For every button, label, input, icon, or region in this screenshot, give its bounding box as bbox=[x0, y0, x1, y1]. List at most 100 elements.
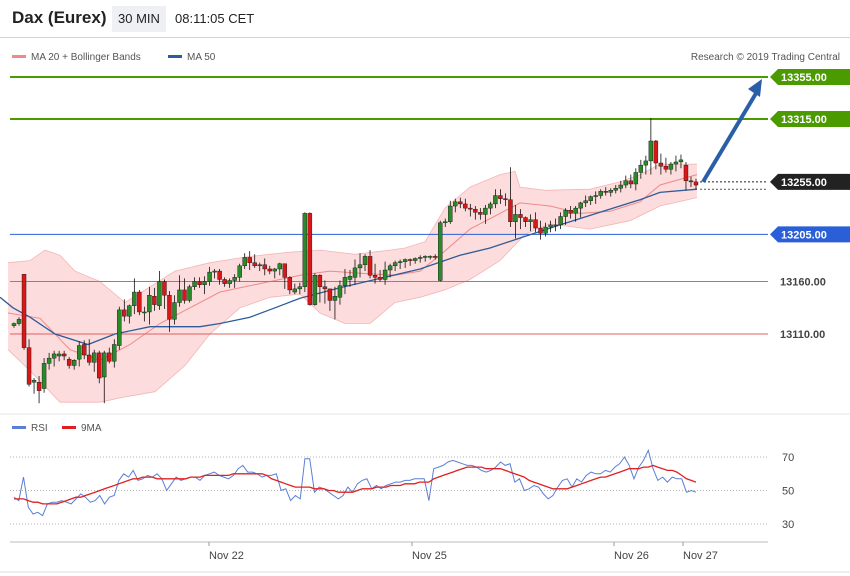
candle bbox=[598, 189, 603, 199]
candle bbox=[357, 253, 363, 278]
rsi-tick-label: 50 bbox=[782, 486, 794, 498]
candle-body bbox=[307, 213, 313, 305]
candle-body bbox=[71, 360, 77, 366]
candle-body bbox=[277, 263, 282, 270]
candle bbox=[508, 167, 513, 228]
level-label-13315.00: 13315.00 bbox=[781, 114, 827, 126]
projection-arrowhead bbox=[748, 79, 762, 97]
candle bbox=[443, 218, 448, 228]
candle-body bbox=[548, 224, 553, 228]
candle-body bbox=[112, 344, 117, 362]
candle-body bbox=[322, 286, 328, 290]
candle bbox=[588, 195, 593, 205]
candle-body bbox=[167, 294, 172, 320]
candle-body bbox=[36, 382, 42, 391]
candle-body bbox=[673, 161, 679, 165]
candle bbox=[152, 287, 157, 311]
candle bbox=[633, 168, 639, 191]
candle-body bbox=[147, 294, 152, 313]
candle-body bbox=[392, 262, 398, 267]
candle-body bbox=[97, 352, 102, 379]
candle-body bbox=[92, 352, 97, 363]
candle bbox=[132, 278, 137, 315]
candle bbox=[76, 341, 82, 367]
candle bbox=[122, 299, 127, 322]
candle bbox=[463, 198, 468, 212]
candle bbox=[688, 176, 694, 188]
candle-body bbox=[678, 159, 684, 163]
candle-body bbox=[503, 198, 508, 200]
candle bbox=[287, 276, 293, 295]
candle bbox=[71, 359, 77, 370]
candle bbox=[46, 352, 52, 370]
candle bbox=[448, 200, 453, 224]
candle bbox=[558, 212, 563, 230]
candle bbox=[523, 216, 528, 228]
candle-body bbox=[102, 352, 107, 378]
candle bbox=[553, 218, 558, 232]
candle bbox=[538, 220, 543, 240]
candle-body bbox=[458, 201, 463, 205]
candle-body bbox=[553, 224, 558, 227]
candle-body bbox=[267, 268, 272, 272]
legend-ma50: MA 50 bbox=[168, 52, 215, 63]
candle bbox=[11, 322, 17, 328]
candle-body bbox=[227, 280, 232, 284]
bollinger-band bbox=[8, 164, 697, 403]
candle-body bbox=[688, 180, 694, 183]
candle bbox=[142, 306, 147, 322]
rsi-ma9-line bbox=[14, 464, 697, 505]
candle-body bbox=[608, 190, 613, 193]
candle-body bbox=[407, 259, 413, 261]
candle bbox=[488, 201, 493, 215]
candle bbox=[332, 286, 338, 320]
candle bbox=[182, 278, 187, 304]
candle-body bbox=[61, 353, 67, 357]
candle-body bbox=[207, 271, 212, 282]
candle-body bbox=[182, 289, 187, 301]
legend-rsi: RSI bbox=[12, 423, 48, 434]
candle bbox=[603, 187, 608, 196]
candle-body bbox=[643, 160, 649, 166]
candle bbox=[36, 375, 42, 404]
candle bbox=[533, 212, 538, 233]
candle-body bbox=[132, 291, 137, 306]
candle-body bbox=[26, 347, 32, 385]
candle bbox=[302, 212, 308, 293]
candle-body bbox=[157, 281, 162, 306]
candle bbox=[282, 263, 287, 289]
level-label-13355.00: 13355.00 bbox=[781, 72, 827, 84]
candle bbox=[397, 259, 403, 269]
candle-body bbox=[588, 196, 593, 201]
candle-body bbox=[252, 262, 257, 267]
x-axis-label: Nov 26 bbox=[614, 550, 649, 562]
level-label-13255.00: 13255.00 bbox=[781, 177, 827, 189]
candle-body bbox=[533, 219, 538, 229]
candle bbox=[267, 265, 272, 275]
instrument-title: Dax (Eurex) bbox=[12, 8, 107, 27]
legend-rsi-ma-label: 9MA bbox=[81, 423, 102, 434]
candle bbox=[643, 155, 649, 175]
candle-body bbox=[352, 267, 358, 278]
candle-body bbox=[262, 264, 267, 270]
candle bbox=[387, 263, 393, 278]
candle-body bbox=[453, 201, 458, 207]
candle-body bbox=[202, 281, 207, 285]
timeframe-button[interactable]: 30 MIN bbox=[112, 6, 166, 32]
candle-body bbox=[443, 221, 448, 224]
candle bbox=[362, 254, 368, 272]
candle bbox=[92, 349, 97, 372]
candle bbox=[227, 278, 232, 288]
candle bbox=[31, 378, 37, 394]
candle bbox=[458, 197, 463, 209]
bollinger-lower-line bbox=[7, 197, 698, 403]
candle bbox=[157, 271, 162, 310]
level-tag-13355.00 bbox=[770, 69, 850, 85]
candle-body bbox=[438, 222, 443, 281]
ma50-swatch bbox=[168, 54, 182, 58]
candle-body bbox=[187, 286, 192, 301]
candle bbox=[21, 274, 27, 350]
candle-body bbox=[428, 256, 433, 258]
candle bbox=[247, 251, 252, 271]
